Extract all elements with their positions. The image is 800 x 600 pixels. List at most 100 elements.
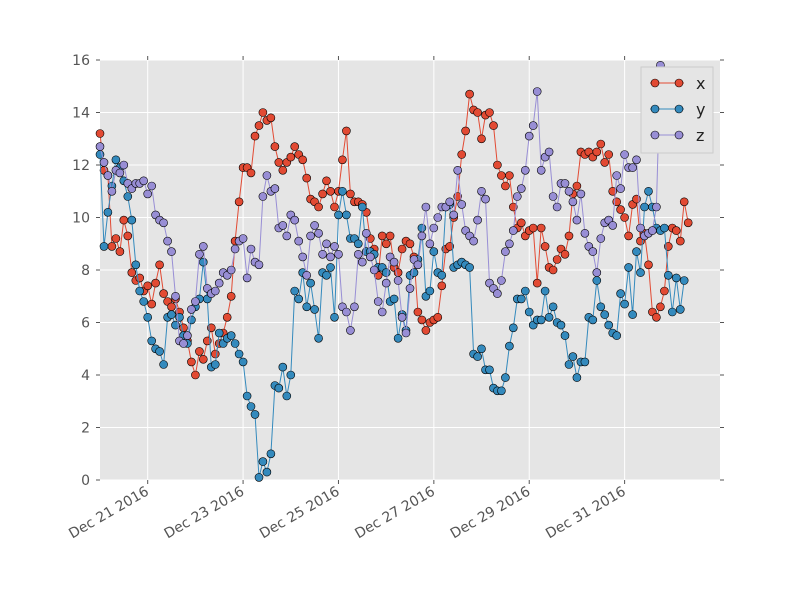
data-point-x: [644, 260, 653, 270]
data-point-z: [405, 284, 415, 293]
data-point-z: [183, 331, 192, 340]
data-point-z: [119, 160, 129, 170]
legend: xyz: [640, 66, 714, 154]
data-point-x: [298, 155, 308, 165]
data-point-z: [211, 286, 220, 296]
data-point-x: [167, 302, 176, 312]
data-point-x: [473, 108, 482, 117]
data-point-x: [596, 139, 606, 149]
data-point-y: [389, 294, 399, 304]
data-point-z: [350, 302, 359, 312]
x-tick-label: Dec 27 2016: [352, 484, 438, 543]
data-point-x: [254, 121, 264, 130]
data-point-y: [628, 310, 637, 319]
data-point-y: [596, 302, 606, 312]
data-point-z: [449, 210, 459, 220]
data-point-z: [306, 231, 315, 241]
data-point-x: [187, 357, 196, 367]
data-point-z: [417, 231, 427, 241]
data-point-z: [314, 229, 323, 238]
data-point-y: [616, 289, 625, 298]
data-point-y: [572, 373, 582, 382]
data-point-y: [139, 297, 148, 306]
data-point-z: [369, 265, 379, 275]
data-point-z: [481, 194, 490, 204]
data-point-y: [437, 270, 447, 280]
data-point-z: [564, 187, 574, 196]
data-point-z: [520, 166, 530, 175]
data-point-z: [107, 187, 117, 196]
data-point-y: [326, 263, 335, 272]
data-point-y: [540, 286, 550, 296]
data-point-z: [632, 155, 641, 165]
data-point-y: [211, 360, 220, 369]
data-point-z: [171, 291, 180, 301]
data-point-x: [258, 108, 268, 117]
data-point-z: [628, 163, 637, 172]
data-point-y: [338, 187, 347, 196]
data-point-z: [477, 187, 486, 196]
data-point-x: [314, 202, 323, 212]
data-point-y: [342, 210, 351, 220]
data-point-z: [389, 257, 399, 267]
data-point-y: [501, 373, 510, 382]
y-tick-label: 10: [72, 211, 90, 227]
grid-lines: [100, 59, 720, 481]
data-point-x: [592, 147, 602, 157]
data-point-y: [485, 365, 494, 375]
data-point-z: [294, 236, 304, 246]
data-point-y: [624, 263, 633, 272]
data-point-y: [242, 391, 252, 401]
data-point-x: [246, 168, 256, 178]
data-point-z: [512, 192, 522, 201]
data-point-x: [127, 268, 137, 277]
data-point-y: [600, 310, 610, 319]
data-point-x: [528, 223, 538, 233]
data-point-x: [548, 265, 558, 275]
data-point-x: [107, 242, 117, 251]
data-point-x: [540, 242, 550, 251]
data-point-z: [576, 189, 586, 199]
data-point-y: [663, 270, 673, 280]
data-point-z: [552, 202, 562, 212]
data-point-z: [167, 247, 176, 256]
data-point-z: [246, 244, 256, 254]
data-point-z: [278, 221, 288, 230]
data-point-y: [314, 333, 323, 343]
data-point-x: [211, 349, 220, 359]
data-point-y: [230, 339, 240, 348]
y-tick-label: 0: [81, 473, 90, 489]
data-point-z: [373, 297, 383, 306]
data-point-y: [660, 223, 669, 233]
data-point-y: [425, 286, 435, 296]
data-point-y: [322, 270, 331, 280]
data-point-y: [310, 305, 319, 314]
data-point-y: [675, 305, 685, 314]
data-point-z: [596, 234, 606, 243]
data-point-x: [421, 326, 431, 335]
data-point-x: [505, 171, 514, 180]
data-point-z: [616, 184, 625, 193]
data-point-y: [429, 247, 439, 256]
data-point-z: [421, 202, 431, 212]
data-point-z: [318, 250, 327, 259]
data-point-x: [564, 231, 574, 241]
data-point-y: [604, 320, 614, 330]
data-point-z: [524, 131, 534, 141]
y-tick-label: 16: [72, 53, 90, 69]
data-point-x: [115, 247, 125, 256]
data-point-z: [95, 142, 105, 151]
legend-marker-y: [650, 104, 660, 114]
legend-label-y: y: [696, 100, 705, 119]
data-point-z: [103, 171, 113, 180]
data-point-z: [353, 250, 363, 259]
data-point-y: [508, 323, 518, 333]
data-point-y: [278, 362, 288, 372]
data-point-y: [302, 302, 312, 312]
data-point-x: [560, 250, 570, 259]
data-point-z: [326, 252, 335, 262]
data-point-x: [330, 202, 339, 212]
data-point-x: [278, 166, 288, 175]
data-point-z: [242, 273, 252, 283]
data-point-x: [274, 158, 284, 167]
